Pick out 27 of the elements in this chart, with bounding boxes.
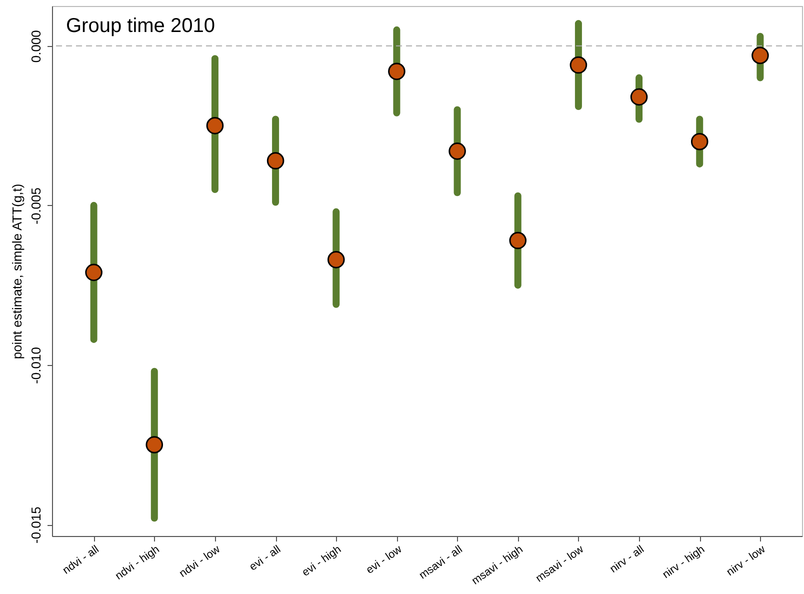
- x-tick-label: evi - high: [300, 544, 344, 579]
- point: [509, 232, 527, 250]
- y-tick-label: -0.005: [28, 187, 44, 224]
- x-tick-label: ndvi - low: [177, 543, 222, 580]
- point: [690, 132, 708, 150]
- x-tick-label: nirv - low: [724, 543, 768, 579]
- point: [570, 56, 588, 74]
- point: [206, 117, 224, 134]
- x-tick-label: ndvi - high: [113, 544, 162, 582]
- x-tick-label: nirv - high: [660, 544, 707, 582]
- y-tick-label: -0.015: [28, 506, 44, 544]
- chart-title: Group time 2010: [66, 15, 215, 37]
- point: [146, 436, 164, 454]
- y-tick-label: -0.010: [28, 347, 44, 384]
- point: [388, 62, 406, 80]
- point: [327, 251, 345, 268]
- point: [266, 152, 284, 170]
- x-tick-label: ndvi - all: [60, 544, 102, 577]
- x-tick-label: evi - low: [364, 543, 404, 576]
- point: [630, 88, 648, 106]
- point: [752, 46, 769, 64]
- y-tick-label: 0.000: [28, 30, 44, 63]
- x-tick-label: nirv - all: [608, 544, 646, 576]
- y-axis-title: point estimate, simple ATT(g,t): [10, 184, 24, 360]
- point: [85, 264, 102, 282]
- point: [448, 142, 466, 160]
- x-tick-label: evi - all: [248, 544, 283, 574]
